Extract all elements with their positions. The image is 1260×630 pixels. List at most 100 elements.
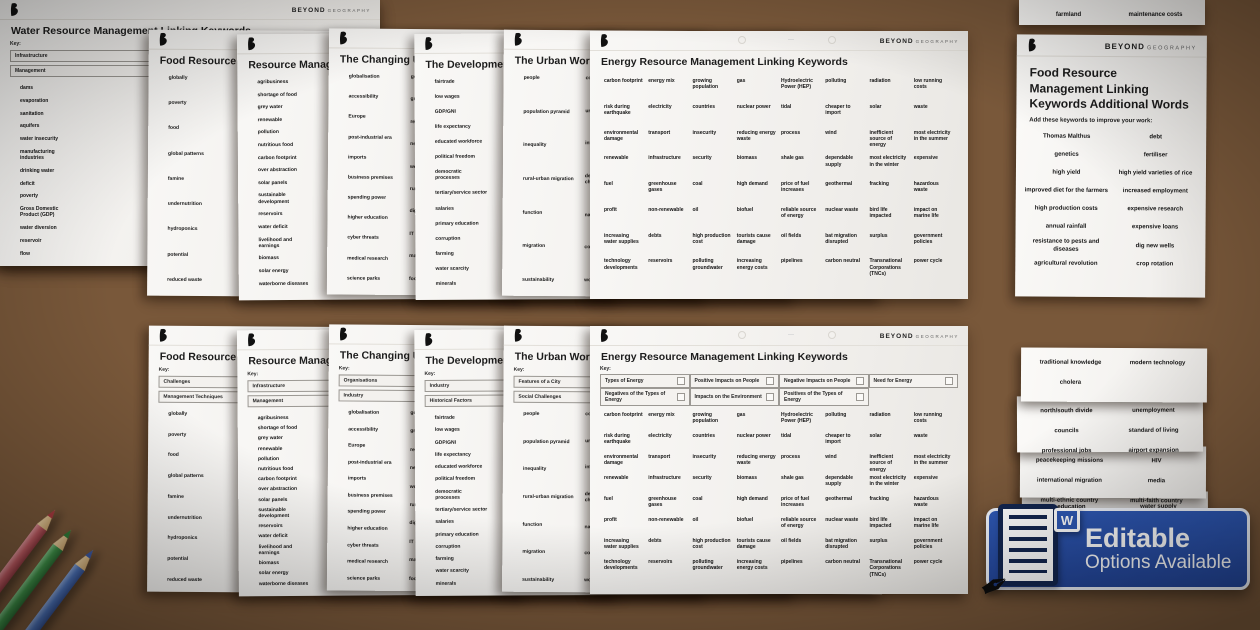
beyond-logo-icon — [425, 37, 433, 50]
keyword-item: rural-urban migration — [522, 493, 574, 501]
keyword-item: transport — [648, 129, 671, 136]
keyword-item: democratic processes — [435, 168, 462, 182]
keyword-item: poverty — [168, 100, 187, 107]
keyword-item: evaporation — [20, 97, 49, 104]
keyword-column: dams evaporation sanitation aquifers water i… — [20, 85, 72, 257]
additional-words-page: BEYOND GEOGRAPHY Food Resource Management… — [1015, 34, 1207, 298]
keyword-item: expensive — [913, 475, 938, 481]
keyword-item: renewable — [604, 475, 629, 481]
keyword-item: potential — [167, 555, 189, 562]
keyword-item: shortage of food — [257, 91, 297, 98]
beyond-logo-icon — [159, 32, 167, 46]
keyword-item: primary education — [435, 531, 479, 538]
key-category-label: Infrastructure — [15, 53, 48, 59]
key-category-label: Features of a City — [518, 378, 561, 386]
key-category-label: Impacts on the Environment — [694, 394, 762, 400]
keyword-item: security — [692, 475, 712, 481]
keyword-item: carbon footprint — [604, 412, 643, 418]
keyword-item: Europe — [348, 113, 366, 121]
keyword-item: food — [168, 125, 180, 132]
worksheet-title: Energy Resource Management Linking Keywo… — [601, 56, 848, 68]
keyword-item: over abstraction — [258, 167, 297, 174]
keyword-item: educated workforce — [434, 138, 483, 146]
keyword-column: globalisation accessibility Europe post-ind… — [347, 74, 401, 282]
keyword-item: hazardous waste — [913, 181, 939, 194]
word-item: media — [1147, 478, 1166, 485]
keyword-item: nuclear power — [736, 433, 771, 439]
keyword-item: reservoirs — [258, 211, 283, 218]
keyword-item: pollution — [257, 129, 279, 136]
keyword-item: nutritious food — [258, 465, 294, 473]
keyword-item: bat migration disrupted — [825, 232, 857, 245]
keyword-item: cyber threats — [347, 542, 379, 549]
key-category-label: Management Techniques — [163, 393, 223, 401]
keyword-item: government policies — [913, 232, 943, 245]
keyword-item: flow — [20, 250, 30, 257]
keyword-item: drinking water — [20, 167, 55, 174]
keyword-item: life expectancy — [434, 451, 471, 458]
word-item: unemployment — [1132, 407, 1175, 414]
keyword-item: GDP/GNI — [434, 439, 457, 446]
word-item: standard of living — [1128, 427, 1179, 435]
keyword-item: infrastructure — [648, 155, 681, 162]
keyword-item: minerals — [435, 580, 457, 587]
keyword-item: impact on marine life — [913, 517, 939, 530]
key-category-label: Historical Factors — [429, 397, 472, 404]
keyword-item: farming — [435, 555, 454, 563]
keyword-item: poverty — [20, 193, 39, 200]
beyond-logo-icon — [1028, 38, 1036, 52]
keyword-column: agribusiness shortage of food grey water re… — [257, 79, 310, 287]
keyword-item: pipelines — [781, 258, 803, 265]
brand-sub: GEOGRAPHY — [915, 333, 959, 339]
keyword-item: fuel — [604, 496, 613, 502]
keyword-item: tidal — [781, 103, 792, 110]
keyword-item: shortage of food — [257, 425, 298, 432]
keyword-item: corruption — [435, 543, 461, 550]
keyword-item: agribusiness — [257, 414, 289, 422]
keyword-item: manufacturing industries — [20, 148, 55, 162]
keyword-item: grey water — [257, 435, 283, 442]
brand-sub: GEOGRAPHY — [915, 38, 959, 44]
document-lines-icon — [1009, 515, 1047, 573]
beyond-logo-icon — [514, 328, 522, 342]
keyword-item: nuclear waste — [825, 206, 859, 213]
beyond-logo-icon — [248, 37, 256, 51]
keyword-item: increasing water supplies — [604, 232, 639, 245]
keyword-item: science parks — [346, 275, 381, 282]
brand-name: BEYOND — [879, 37, 914, 45]
keyword-item: reduced waste — [167, 576, 202, 583]
keyword-item: power cycle — [913, 559, 943, 565]
word-item: maintenance costs — [1128, 12, 1183, 19]
keyword-item: carbon footprint — [257, 154, 297, 161]
document-page-icon — [998, 504, 1058, 586]
keyword-item: renewable — [257, 116, 283, 124]
keyword-item: waterborne diseases — [258, 580, 309, 587]
keyword-item: expensive — [913, 155, 938, 162]
keyword-item: debts — [648, 232, 662, 239]
keyword-item: polluting — [825, 78, 847, 84]
keyword-item: increasing energy costs — [736, 258, 768, 271]
keyword-item: carbon footprint — [258, 476, 297, 483]
keyword-item: democratic processes — [435, 488, 462, 501]
keyword-item: environmental damage — [604, 454, 639, 467]
keyword-item: population pyramid — [523, 438, 570, 445]
keyword-item: cyber threats — [347, 234, 379, 242]
keyword-item: most electricity in the winter — [869, 475, 907, 488]
keyword-item: globalisation — [348, 409, 380, 416]
key-category-box: Need for Energy — [868, 374, 958, 388]
keyword-item: inequality — [522, 466, 547, 473]
keyword-item: famine — [167, 175, 185, 182]
keyword-item: tourists cause damage — [736, 538, 771, 551]
keyword-item: profit — [604, 517, 617, 523]
keyword-item: cheaper to import — [825, 103, 851, 116]
word-w-icon: W — [1054, 508, 1080, 532]
keyword-item: oil fields — [781, 538, 802, 544]
keyword-item: growing population — [692, 78, 719, 91]
keyword-item: carbon footprint — [604, 78, 643, 84]
keyword-item: Hydroelectric Power (HEP) — [781, 412, 813, 425]
